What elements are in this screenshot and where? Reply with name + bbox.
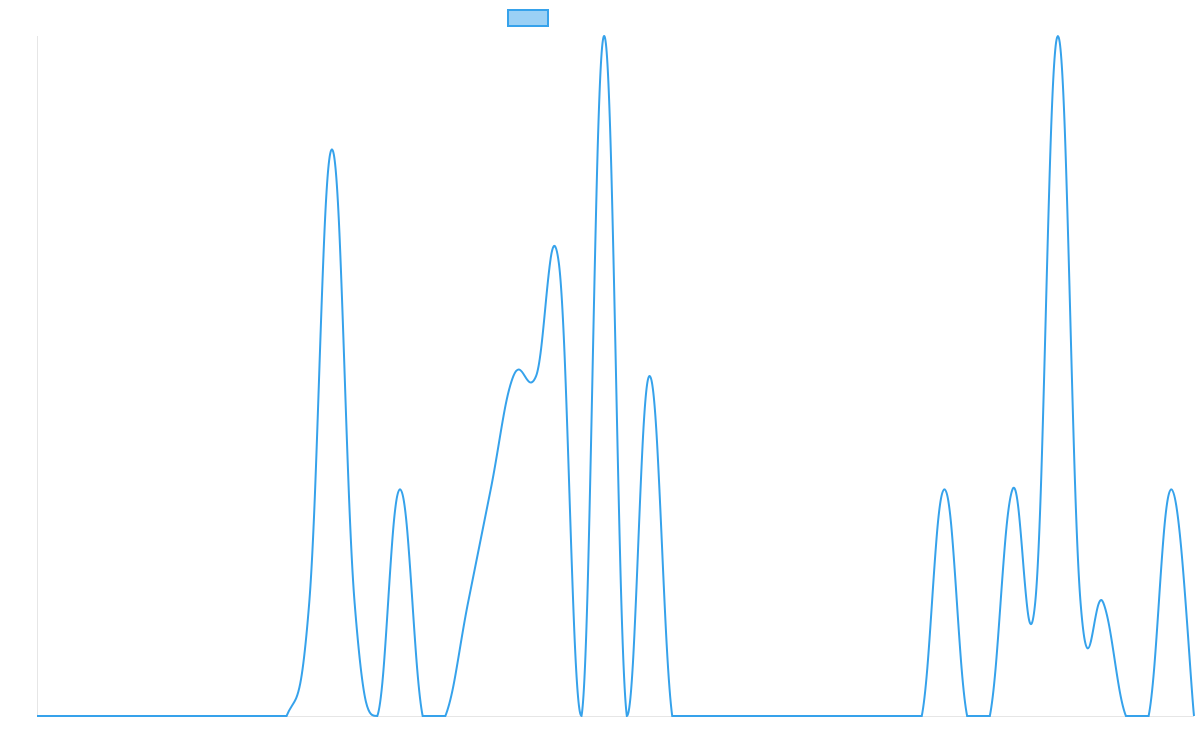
legend-swatch [507, 9, 549, 27]
line-series [37, 34, 1195, 718]
